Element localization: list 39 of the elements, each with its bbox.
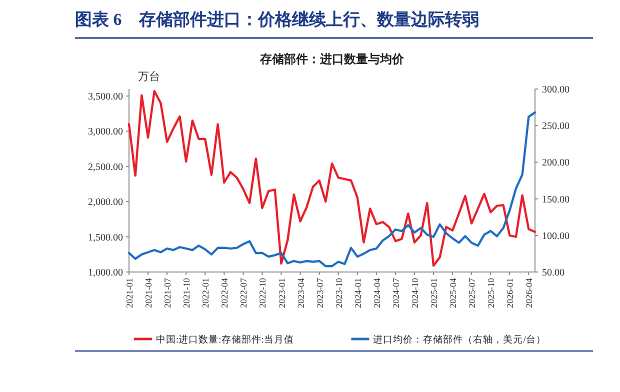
x-tick-label: 2024-07 (390, 278, 401, 308)
x-tick-label: 2025-01 (429, 278, 439, 308)
x-tick-label: 2025-10 (486, 278, 496, 308)
x-tick-label: 2024-04 (372, 278, 382, 308)
x-tick-label: 2025-04 (448, 278, 458, 308)
x-tick-label: 2021-07 (162, 278, 173, 308)
y-tick-label: 1,000.00 (88, 268, 123, 278)
x-tick-label: 2021-10 (182, 278, 192, 308)
x-tick-label: 2024-01 (352, 278, 363, 308)
x-tick-label: 2026-01 (505, 278, 516, 308)
y2-tick-label: 300.00 (542, 84, 570, 96)
chart-subtitle: 存储部件：进口数量与均价 (259, 52, 405, 66)
y-tick-label: 2,000.00 (88, 197, 123, 208)
chart-title: 图表 6 存储部件进口：价格继续上行、数量边际转弱 (75, 10, 479, 29)
x-tick-label: 2023-10 (334, 278, 344, 308)
y2-tick-label: 50.00 (542, 268, 564, 278)
x-tick-label: 2023-04 (296, 278, 306, 308)
y-tick-label: 2,500.00 (88, 162, 123, 173)
y-tick-label: 1,500.00 (88, 232, 123, 244)
legend-label: 进口均价：存储部件（右轴，美元/台） (373, 334, 546, 346)
legend-label: 中国:进口数量:存储部件:当月值 (156, 334, 294, 346)
x-tick-label: 2023-01 (276, 278, 287, 308)
y2-tick-label: 100.00 (542, 230, 570, 242)
x-tick-label: 2024-10 (410, 278, 420, 308)
x-tick-label: 2025-07 (467, 278, 478, 308)
x-tick-label: 2023-07 (314, 278, 325, 308)
x-tick-label: 2021-01 (124, 278, 134, 308)
y-axis-title: 万台 (138, 70, 160, 83)
y2-tick-label: 250.00 (542, 121, 570, 132)
x-tick-label: 2022-07 (238, 278, 249, 308)
x-tick-label: 2021-04 (144, 278, 154, 308)
x-tick-label: 2022-04 (220, 278, 230, 308)
x-tick-label: 2026-04 (524, 278, 534, 308)
y-tick-label: 3,000.00 (88, 126, 123, 138)
x-tick-label: 2022-10 (258, 278, 268, 308)
y2-tick-label: 200.00 (542, 158, 570, 169)
y-tick-label: 3,500.00 (88, 92, 123, 103)
x-tick-label: 2022-01 (200, 278, 211, 308)
y2-tick-label: 150.00 (542, 194, 570, 206)
